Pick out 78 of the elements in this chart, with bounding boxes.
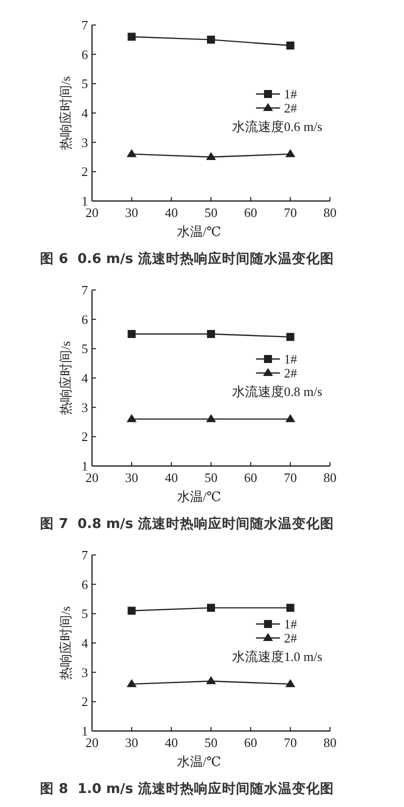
- x-tick-label: 30: [125, 470, 138, 485]
- x-tick-label: 20: [86, 735, 98, 750]
- y-tick-label: 4: [82, 106, 88, 121]
- x-tick-label: 60: [244, 205, 258, 220]
- point: [286, 42, 294, 50]
- x-tick-label: 30: [125, 735, 138, 750]
- x-tick-label: 50: [204, 470, 218, 485]
- point: [206, 152, 216, 160]
- y-tick-label: 6: [82, 312, 88, 327]
- y-tick-label: 7: [82, 18, 88, 33]
- legend-label: 2#: [284, 100, 298, 116]
- y-tick-label: 1: [82, 458, 88, 474]
- x-tick-label: 50: [204, 735, 218, 750]
- text: 图 7 0.8 m/s 流速时热响应时间随水温变化图: [40, 515, 334, 532]
- y-tick-label: 3: [82, 134, 88, 150]
- x-tick-label: 80: [324, 205, 336, 220]
- text: 图 6 0.6 m/s 流速时热响应时间随水温变化图: [40, 250, 334, 267]
- point: [285, 149, 296, 158]
- y-tick-label: 4: [82, 636, 88, 651]
- y-tick-label: 5: [82, 341, 88, 356]
- point: [126, 679, 137, 688]
- y-tick-label: 1: [82, 724, 88, 739]
- x-tick-label: 70: [284, 735, 297, 750]
- x-axis-title: 水温/℃: [176, 224, 222, 239]
- y-tick-label: 2: [82, 164, 88, 180]
- y-tick-label: 6: [82, 46, 88, 62]
- y-tick-label: 3: [82, 664, 88, 680]
- point: [206, 676, 216, 684]
- y-tick-label: 5: [82, 606, 88, 622]
- legend-label: 1#: [284, 616, 298, 632]
- x-tick-label: 60: [244, 470, 258, 485]
- point: [285, 679, 296, 688]
- point: [128, 330, 136, 338]
- point: [286, 604, 294, 612]
- y-tick-label: 1: [82, 194, 88, 209]
- y-tick-label: 4: [82, 370, 88, 386]
- point: [128, 606, 136, 615]
- x-tick-label: 80: [324, 735, 336, 750]
- x-tick-label: 60: [244, 735, 258, 750]
- legend-label: 2#: [284, 366, 298, 381]
- y-tick-label: 2: [82, 429, 88, 444]
- x-tick-label: 50: [204, 205, 218, 220]
- point: [207, 36, 215, 44]
- x-tick-label: 80: [324, 470, 336, 485]
- y-tick-label: 7: [82, 548, 88, 563]
- y-tick-label: 6: [82, 576, 88, 592]
- legend-label: 2#: [284, 630, 298, 646]
- y-tick-label: 5: [82, 76, 88, 92]
- y-tick-label: 7: [82, 282, 88, 298]
- x-tick-label: 20: [86, 470, 98, 485]
- annotation: 水流速度0.6 m/s: [232, 119, 322, 134]
- point: [286, 332, 294, 341]
- y-axis-title: 热响应时间/s: [58, 341, 73, 415]
- annotation: 水流速度0.8 m/s: [232, 384, 322, 399]
- point: [206, 414, 216, 422]
- y-axis-title: 热响应时间/s: [58, 76, 73, 150]
- x-axis-title: 水温/℃: [176, 489, 222, 504]
- point: [126, 414, 137, 422]
- y-axis-title: 热响应时间/s: [58, 606, 73, 680]
- y-tick-label: 3: [82, 400, 88, 415]
- legend-label: 1#: [284, 86, 298, 102]
- x-tick-label: 30: [125, 205, 138, 220]
- legend-label: 1#: [284, 352, 298, 367]
- point: [126, 149, 137, 158]
- annotation: 水流速度1.0 m/s: [232, 649, 322, 664]
- x-tick-label: 70: [284, 205, 297, 220]
- x-tick-label: 70: [284, 470, 297, 485]
- x-axis-title: 水温/℃: [176, 754, 222, 769]
- text: 图 8 1.0 m/s 流速时热响应时间随水温变化图: [40, 780, 334, 797]
- y-tick-label: 2: [82, 694, 88, 710]
- x-tick-label: 40: [164, 470, 178, 485]
- point: [128, 32, 136, 41]
- x-tick-label: 40: [164, 735, 178, 750]
- point: [207, 330, 215, 338]
- point: [285, 414, 296, 422]
- x-tick-label: 20: [86, 205, 98, 220]
- x-tick-label: 40: [164, 205, 178, 220]
- point: [207, 604, 215, 612]
